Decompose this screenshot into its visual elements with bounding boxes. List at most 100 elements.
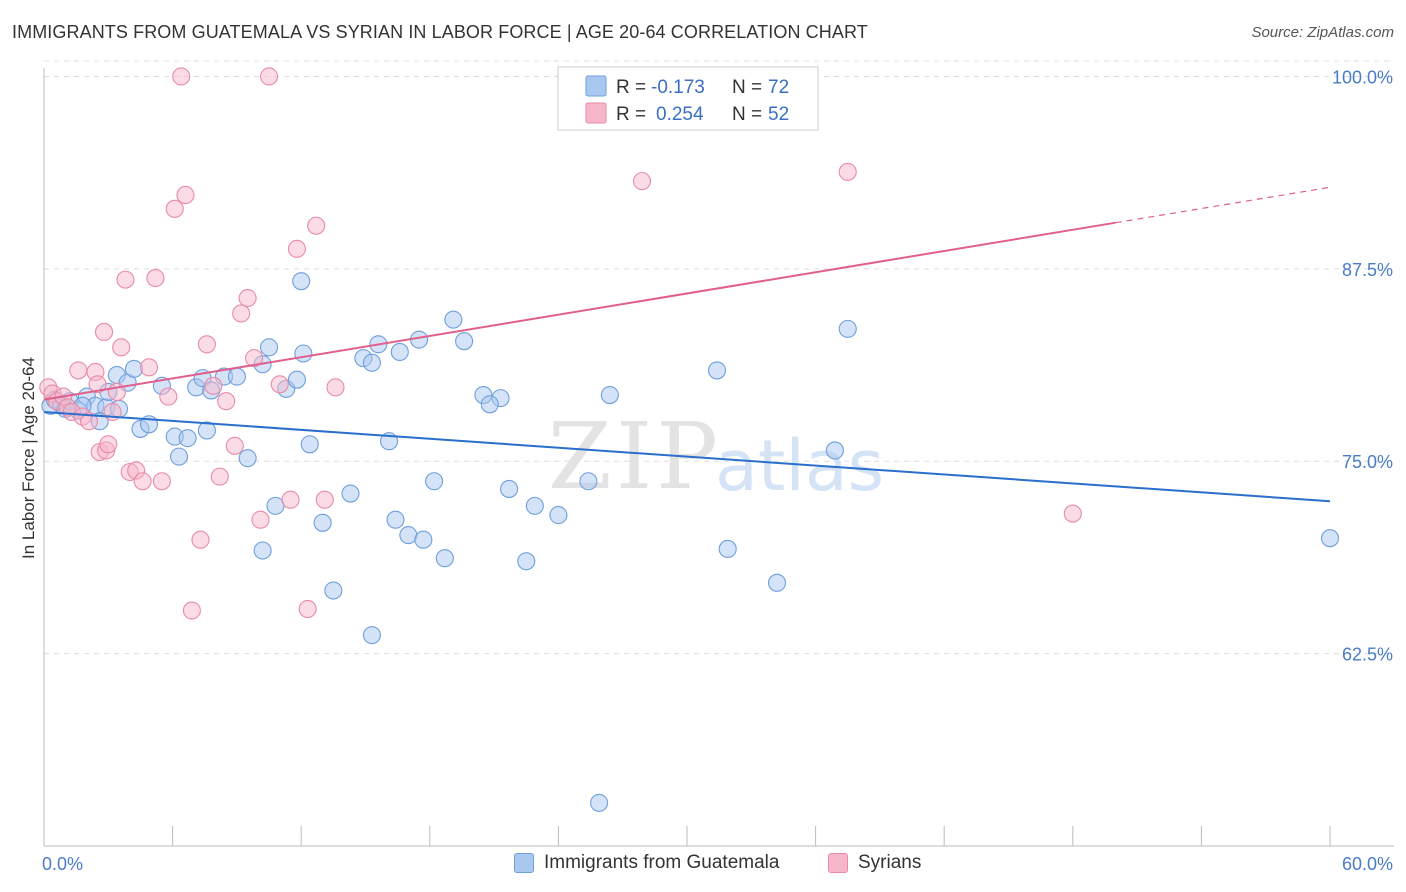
point-syrians-18	[116, 270, 135, 289]
point-guatemala-58	[517, 552, 536, 571]
point-guatemala-37	[292, 272, 311, 291]
point-syrians-47	[326, 378, 345, 397]
trend-line-syrians	[43, 221, 1116, 401]
point-syrians-21	[133, 472, 152, 491]
legend-label-guatemala: Immigrants from Guatemala	[544, 852, 780, 873]
legend-n-label-2: N =	[732, 104, 762, 125]
legend-r-value-2: 0.254	[656, 104, 704, 125]
point-guatemala-32	[287, 370, 306, 389]
point-guatemala-62	[590, 793, 609, 812]
point-syrians-23	[146, 269, 165, 288]
point-syrians-26	[165, 199, 184, 218]
point-syrians-45	[307, 216, 326, 235]
point-guatemala-20	[178, 429, 197, 448]
point-guatemala-60	[549, 506, 568, 525]
point-guatemala-40	[341, 484, 360, 503]
point-syrians-32	[204, 376, 223, 395]
point-syrians-31	[197, 335, 216, 354]
legend-n-value-2: 52	[768, 104, 789, 125]
point-guatemala-69	[838, 319, 857, 338]
point-guatemala-56	[480, 395, 499, 414]
trend-lines	[43, 186, 1331, 503]
chart-title: IMMIGRANTS FROM GUATEMALA VS SYRIAN IN L…	[12, 22, 868, 42]
point-guatemala-51	[435, 549, 454, 568]
point-syrians-29	[182, 601, 201, 620]
point-guatemala-15	[124, 359, 144, 378]
point-guatemala-36	[253, 541, 272, 560]
point-guatemala-53	[455, 332, 474, 351]
point-syrians-35	[225, 436, 244, 455]
point-syrians-22	[139, 358, 159, 377]
series-legend: Immigrants from Guatemala Syrians	[0, 850, 1406, 878]
point-guatemala-21	[169, 447, 189, 466]
point-syrians-40	[259, 67, 279, 86]
point-syrians-36	[232, 304, 251, 323]
point-guatemala-49	[414, 530, 433, 549]
y-tick-label-2: 87.5%	[1342, 260, 1393, 280]
point-syrians-30	[191, 530, 210, 549]
point-syrians-6	[69, 361, 88, 380]
legend-r-label-1: R =	[616, 77, 646, 98]
point-syrians-25	[159, 387, 178, 406]
trend-line-syrians-extension	[1115, 186, 1331, 224]
point-guatemala-68	[825, 441, 844, 460]
point-guatemala-59	[525, 496, 544, 515]
point-guatemala-64	[707, 361, 727, 380]
point-syrians-10	[88, 375, 107, 394]
point-guatemala-71	[362, 626, 381, 645]
point-syrians-46	[315, 490, 334, 509]
source-label: Source: ZipAtlas.com	[1251, 24, 1394, 41]
watermark: ZIP atlas	[548, 403, 884, 510]
point-guatemala-46	[390, 342, 409, 362]
y-tick-label-1: 75.0%	[1342, 452, 1393, 472]
point-syrians-28	[176, 185, 195, 205]
legend-r-value-1: -0.173	[651, 77, 705, 98]
point-syrians-17	[112, 338, 131, 357]
point-guatemala-28	[238, 449, 257, 468]
point-guatemala-24	[197, 421, 216, 440]
point-guatemala-45	[386, 510, 405, 529]
point-guatemala-33	[294, 344, 313, 363]
point-syrians-39	[251, 510, 270, 529]
legend-item-guatemala: Immigrants from Guatemala	[514, 852, 779, 874]
point-guatemala-61	[579, 472, 598, 491]
point-syrians-8	[79, 412, 99, 431]
x-tick-labels: 0.0% 60.0%	[42, 854, 1393, 874]
y-tick-label-3: 100.0%	[1332, 67, 1393, 87]
point-guatemala-57	[500, 479, 519, 498]
y-axis-label: In Labor Force | Age 20-64	[19, 357, 38, 559]
point-guatemala-67	[767, 573, 787, 592]
point-guatemala-42	[362, 353, 381, 372]
watermark-atlas: atlas	[715, 425, 884, 507]
point-syrians-43	[287, 239, 306, 258]
point-guatemala-27	[227, 367, 246, 386]
point-guatemala-52	[444, 310, 463, 329]
point-guatemala-35	[266, 496, 285, 515]
point-syrians-24	[152, 472, 171, 491]
point-syrians-42	[281, 490, 300, 509]
y-tick-labels: 62.5% 75.0% 87.5% 100.0%	[1332, 67, 1393, 664]
point-guatemala-39	[324, 581, 343, 600]
legend-swatch-guatemala	[585, 75, 607, 97]
legend-n-value-1: 72	[768, 77, 789, 98]
point-syrians-27	[172, 67, 191, 86]
point-syrians-50	[838, 162, 857, 181]
point-guatemala-38	[313, 513, 332, 532]
legend-r-label-2: R =	[616, 104, 646, 125]
series-syrians-points	[39, 67, 1082, 620]
point-guatemala-34	[300, 435, 319, 454]
y-tick-label-0: 62.5%	[1342, 645, 1393, 665]
point-syrians-49	[632, 172, 652, 191]
point-guatemala-47	[399, 526, 418, 545]
x-tick-label-1: 60.0%	[1342, 854, 1393, 874]
point-syrians-37	[238, 289, 257, 308]
legend-swatch-syrians	[585, 102, 607, 124]
point-syrians-51	[1063, 504, 1082, 523]
legend-swatch-guatemala-bottom	[514, 853, 534, 873]
point-syrians-14	[99, 435, 118, 454]
point-syrians-34	[217, 392, 236, 411]
point-guatemala-63	[600, 386, 619, 405]
legend-item-syrians: Syrians	[828, 852, 921, 874]
trend-line-guatemala	[43, 410, 1331, 503]
